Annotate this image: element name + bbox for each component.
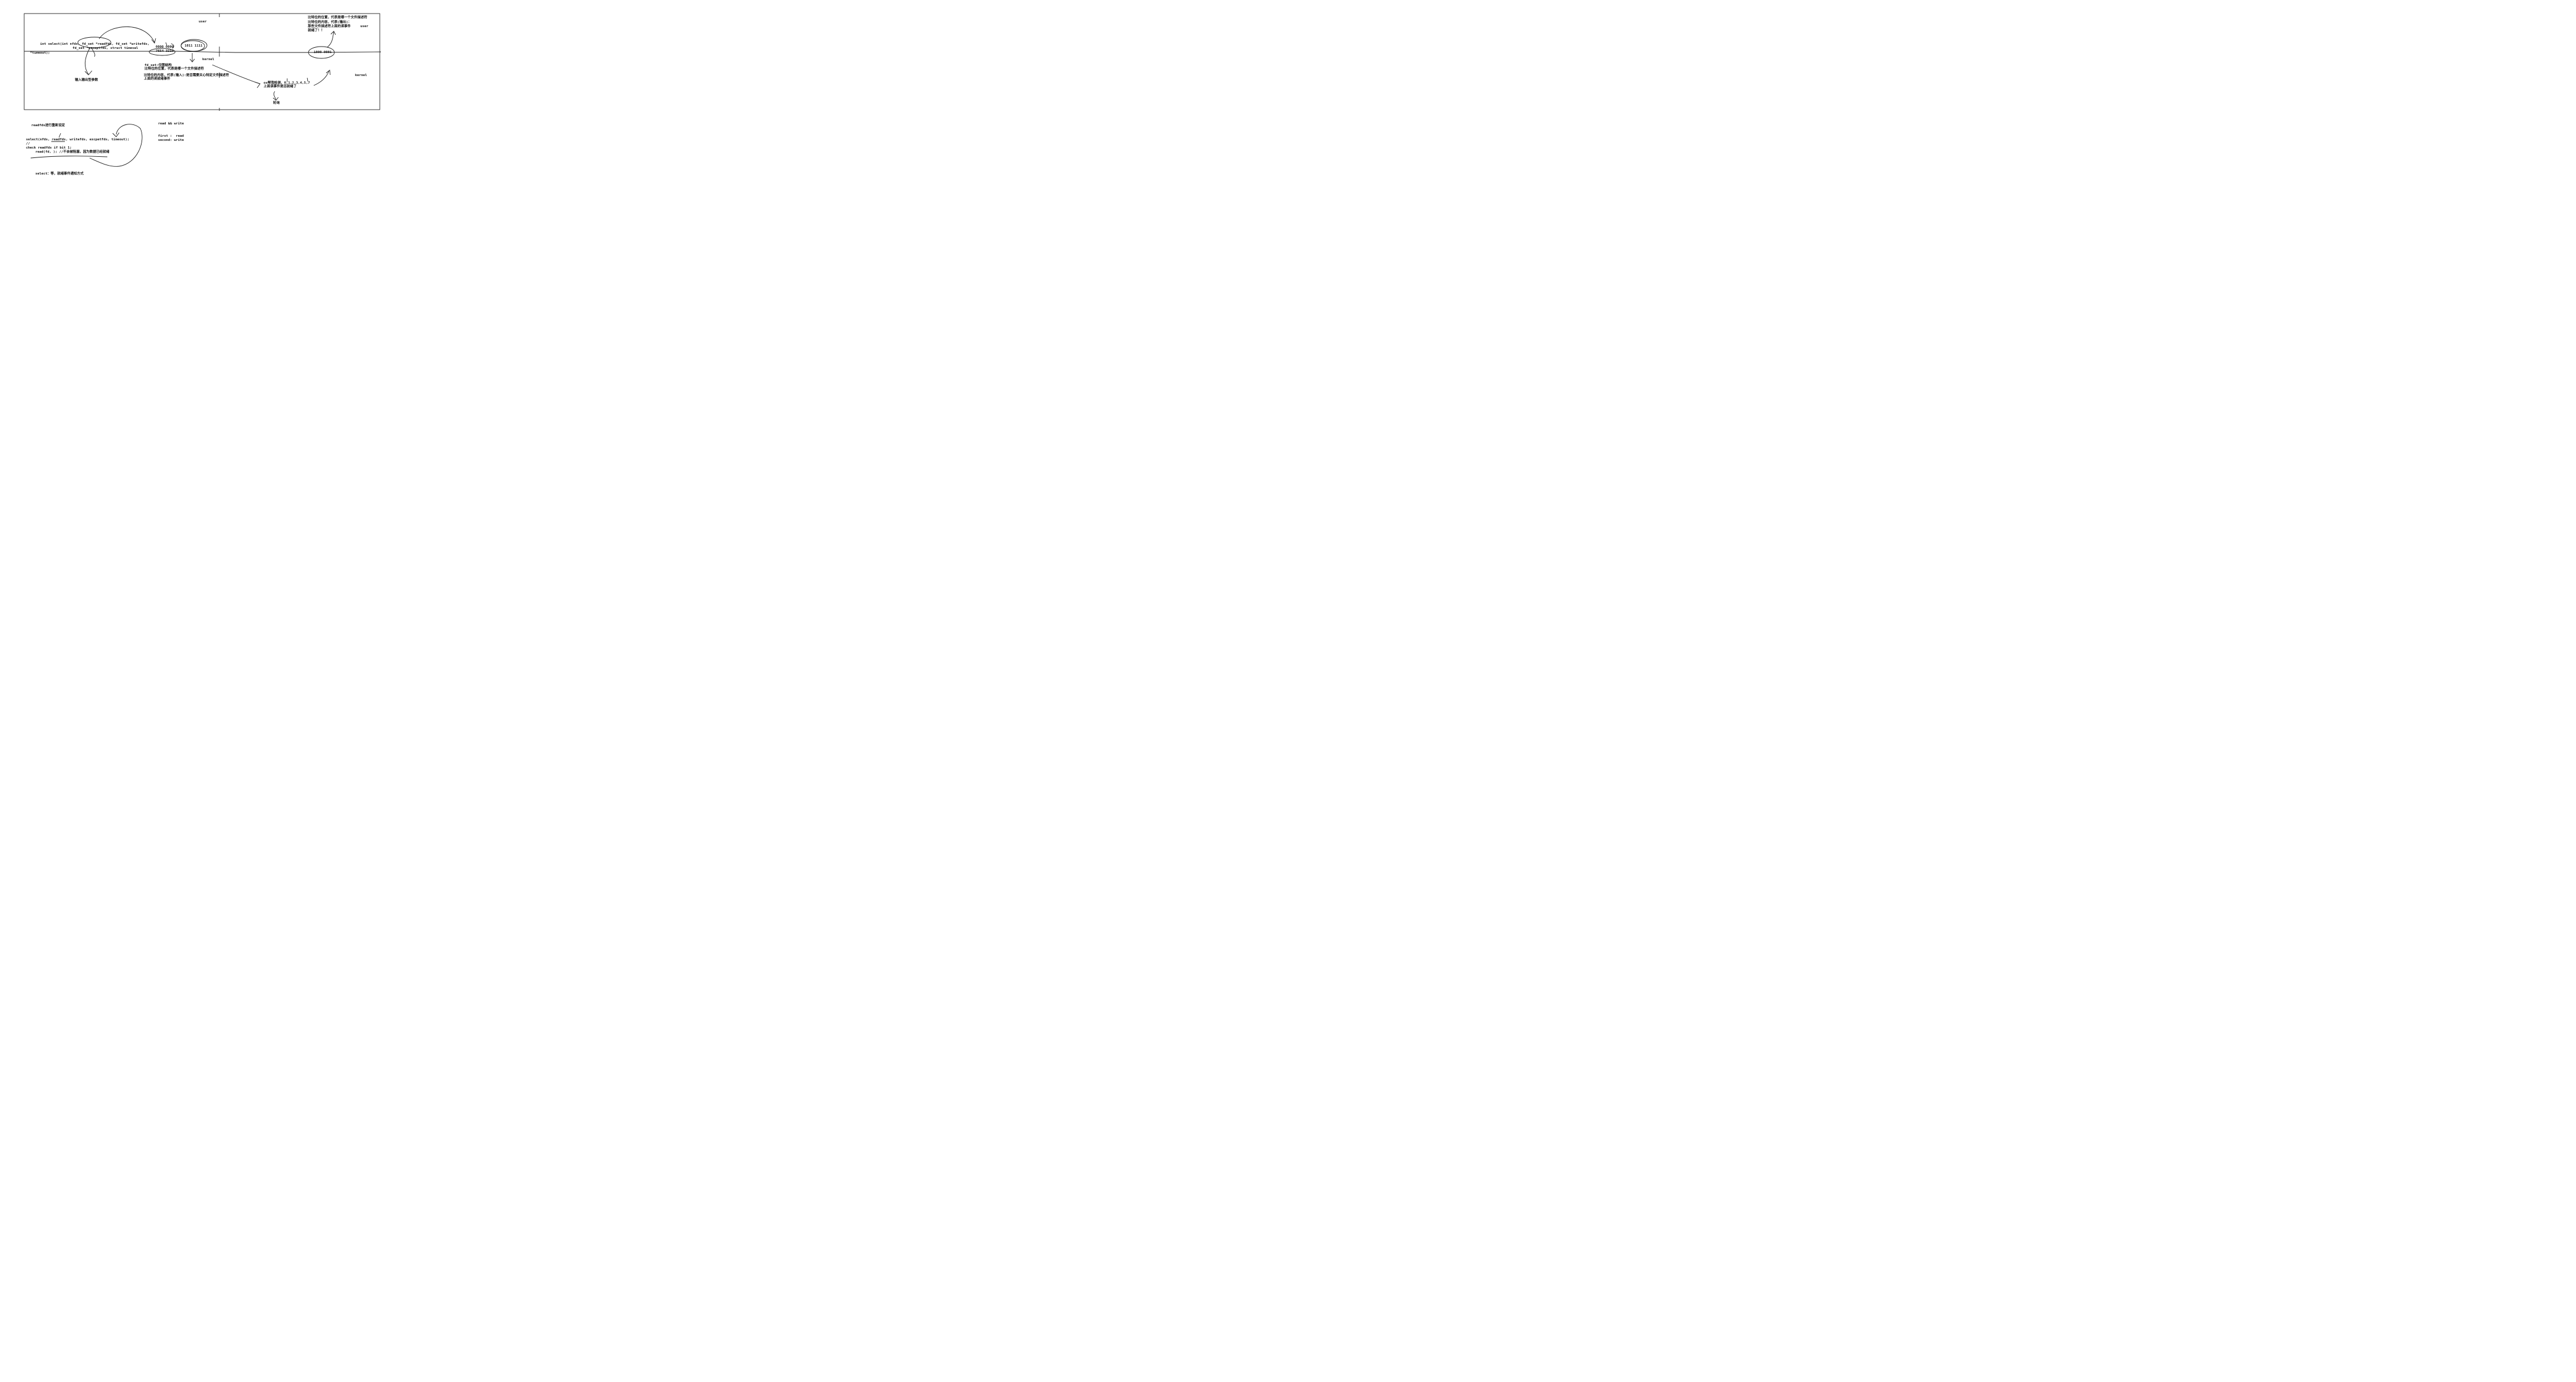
select-summary: select：等，就绪事件通知方式 bbox=[35, 172, 84, 176]
read-write-title: read && write bbox=[158, 122, 184, 126]
fdset-bit-content-1: 比特位的内容，代表(输入):是否需要关心特定文件描述符 bbox=[144, 74, 229, 77]
user-label-right: user bbox=[360, 25, 369, 28]
bitmap-output: 1000 0001 bbox=[314, 51, 332, 54]
bitmap-index-ellipse bbox=[149, 48, 176, 56]
fdset-title: fd_set:位图结构 bbox=[144, 64, 172, 67]
arrowhead-4 bbox=[254, 81, 261, 88]
bitset-ellipse-2 bbox=[180, 39, 208, 52]
arrowhead-1 bbox=[151, 38, 156, 44]
code-line-select: select(nfds, readfds, writefds, excpetfd… bbox=[26, 138, 130, 142]
readfds-to-bitmap-arrow bbox=[98, 26, 155, 43]
select-signature-line-1: int select(int nfds, fd_set *readfds, fd… bbox=[40, 42, 150, 46]
inout-bracket bbox=[84, 48, 90, 75]
inout-params-note: 输入输出型参数 bbox=[75, 78, 98, 82]
readfds-reset-note: readfds进行重新设定 bbox=[31, 124, 65, 127]
readfds-circle bbox=[77, 37, 111, 48]
output-bit-content-3: 就绪了！！ bbox=[308, 29, 324, 32]
inout-stroke bbox=[91, 47, 96, 57]
kernel-label-left: kernel bbox=[202, 58, 215, 61]
select-signature-line-3: *timeout); bbox=[30, 51, 50, 55]
output-bit-position: 比特位的位置，代表是哪一个文件描述符 bbox=[308, 16, 367, 19]
whiteboard-frame bbox=[24, 13, 380, 110]
os-check-line-1: os帮我检测，0,1,2,3,4,5,7 bbox=[264, 81, 310, 85]
fdset-bit-content-2: 上面的读就绪事件 bbox=[144, 77, 170, 81]
read-write-first: first : read bbox=[158, 134, 184, 138]
bitmap-zeros: 0000 0000 bbox=[156, 45, 174, 49]
code-line-comment: // bbox=[26, 142, 30, 146]
read-write-second: second: write bbox=[158, 139, 184, 142]
arrowhead-7 bbox=[272, 97, 279, 101]
bitmap-index: 7654 3210 bbox=[156, 50, 174, 53]
kernel-label-right: kernel bbox=[355, 74, 367, 77]
user-kernel-boundary bbox=[24, 51, 382, 53]
polling-arrow bbox=[273, 91, 277, 100]
arrowhead-6 bbox=[330, 31, 336, 35]
tick-mark bbox=[165, 42, 167, 46]
output-bit-content-2: 那些文件描述符上面的读事件 bbox=[308, 25, 351, 28]
bitout-ellipse bbox=[308, 46, 335, 59]
arrowhead-5 bbox=[326, 70, 331, 75]
bitmap-set: 1011 1111 bbox=[185, 44, 203, 48]
bitout-up-arrow bbox=[327, 31, 334, 48]
code-line-read: read(fd, ); //不会被阻塞，因为数据已经就绪 bbox=[35, 150, 110, 154]
output-bit-content-1: 比特位的内容，代表(输出)： bbox=[308, 21, 351, 24]
reset-pointer bbox=[58, 133, 61, 138]
os-check-line-2: 上面读事件是否就绪了 bbox=[264, 85, 297, 88]
polling-note: 轮询 bbox=[273, 101, 280, 105]
num-tick-2 bbox=[307, 77, 308, 82]
sketch-strokes bbox=[24, 13, 382, 167]
small-arrow bbox=[170, 43, 175, 49]
code-underline bbox=[30, 156, 108, 159]
user-label-left: user bbox=[199, 20, 207, 24]
whiteboard-canvas: user user kernel kernel int select(int n… bbox=[0, 0, 915, 498]
loop-arrow bbox=[89, 124, 143, 167]
select-signature-line-2: fd_set *exceptfds, struct timeval bbox=[73, 47, 139, 50]
os-to-output-arrow bbox=[313, 70, 330, 86]
arrowhead-2 bbox=[84, 70, 93, 75]
code-line-check: check readfds if bit 1; bbox=[26, 146, 72, 150]
arrowhead-3 bbox=[189, 58, 195, 62]
fdset-bit-position: 比特位的位置，代表是哪一个文件描述符 bbox=[144, 67, 204, 71]
arrowhead-8 bbox=[112, 132, 120, 137]
